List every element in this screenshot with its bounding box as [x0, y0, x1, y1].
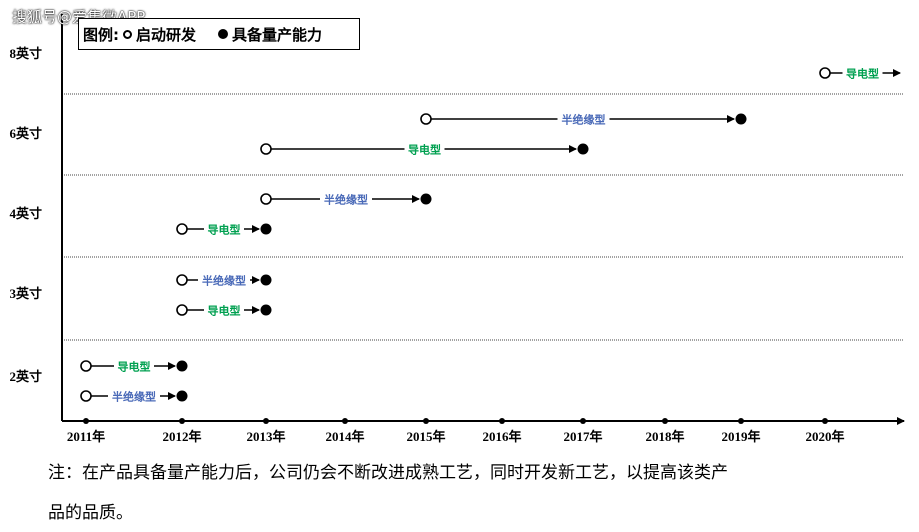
x-tick-mark — [179, 418, 185, 424]
filled-circle-icon — [218, 29, 229, 39]
series-label-bg — [557, 111, 610, 127]
end-marker-filled — [260, 304, 272, 316]
series-label-bg — [108, 388, 160, 404]
x-tick-label: 2020年 — [805, 429, 844, 444]
x-tick-mark — [580, 418, 586, 424]
series-label-bg — [204, 302, 244, 318]
series-label-bg — [404, 141, 445, 157]
x-tick-label: 2015年 — [406, 429, 445, 444]
start-marker-open — [80, 390, 92, 402]
start-marker-open — [260, 143, 272, 155]
x-tick-mark — [738, 418, 744, 424]
start-marker-open — [420, 113, 432, 125]
series-type-label: 导电型 — [118, 360, 151, 374]
x-tick-label: 2016年 — [482, 429, 521, 444]
x-tick-mark — [342, 418, 348, 424]
legend-open-label: 启动研发 — [136, 25, 197, 44]
x-tick-label: 2019年 — [721, 429, 760, 444]
y-group-label: 8英寸 — [9, 46, 42, 61]
x-tick-label: 2014年 — [325, 429, 364, 444]
start-marker-open — [176, 223, 188, 235]
timeline-chart: 2011年 2012年 2013年 2014年 2015年 2016年 2017年 2018年… — [9, 14, 905, 444]
series-type-label: 半绝缘型 — [562, 113, 606, 127]
end-marker-filled — [176, 390, 188, 402]
start-marker-open — [80, 360, 92, 372]
end-marker-filled — [176, 360, 188, 372]
series-label-bg — [114, 358, 154, 374]
y-group-label: 4英寸 — [9, 206, 42, 221]
start-marker-open — [260, 193, 272, 205]
series-label-bg — [842, 65, 883, 81]
series-label-bg — [198, 272, 250, 288]
start-marker-open — [176, 274, 188, 286]
series-type-label: 半绝缘型 — [112, 390, 156, 404]
x-tick-mark — [423, 418, 429, 424]
x-tick-label: 2018年 — [645, 429, 684, 444]
series-label-bg — [320, 191, 372, 207]
end-marker-filled — [735, 113, 747, 125]
open-circle-icon — [123, 29, 132, 39]
start-marker-open — [176, 304, 188, 316]
legend-title: 图例: — [83, 25, 119, 44]
legend-filled-label: 具备量产能力 — [232, 25, 323, 44]
start-marker-open — [819, 67, 831, 79]
series-type-label: 半绝缘型 — [202, 274, 246, 288]
end-marker-filled — [420, 193, 432, 205]
x-tick-mark — [499, 418, 505, 424]
series-label-bg — [204, 221, 244, 237]
note-line-2: 品的品质。 — [48, 503, 133, 523]
y-group-label: 2英寸 — [9, 369, 42, 384]
x-tick-label: 2012年 — [162, 429, 201, 444]
note-line-1: 注：在产品具备量产能力后，公司仍会不断改进成熟工艺，同时开发新工艺，以提高该类产 — [48, 463, 728, 483]
x-tick-mark — [263, 418, 269, 424]
series-type-label: 导电型 — [846, 67, 879, 81]
series-type-label: 导电型 — [208, 304, 241, 318]
end-marker-filled — [260, 223, 272, 235]
series-type-label: 导电型 — [408, 143, 441, 157]
x-tick-mark — [822, 418, 828, 424]
y-group-label: 6英寸 — [9, 126, 42, 141]
x-tick-mark — [83, 418, 89, 424]
y-group-label: 3英寸 — [9, 286, 42, 301]
x-tick-label: 2013年 — [246, 429, 285, 444]
legend-box: 图例: 启动研发 具备量产能力 — [78, 18, 360, 50]
series-type-label: 半绝缘型 — [324, 193, 368, 207]
x-tick-mark — [662, 418, 668, 424]
x-tick-label: 2017年 — [563, 429, 602, 444]
series-type-label: 导电型 — [208, 223, 241, 237]
end-marker-filled — [260, 274, 272, 286]
x-tick-label: 2011年 — [67, 429, 105, 444]
end-marker-filled — [577, 143, 589, 155]
